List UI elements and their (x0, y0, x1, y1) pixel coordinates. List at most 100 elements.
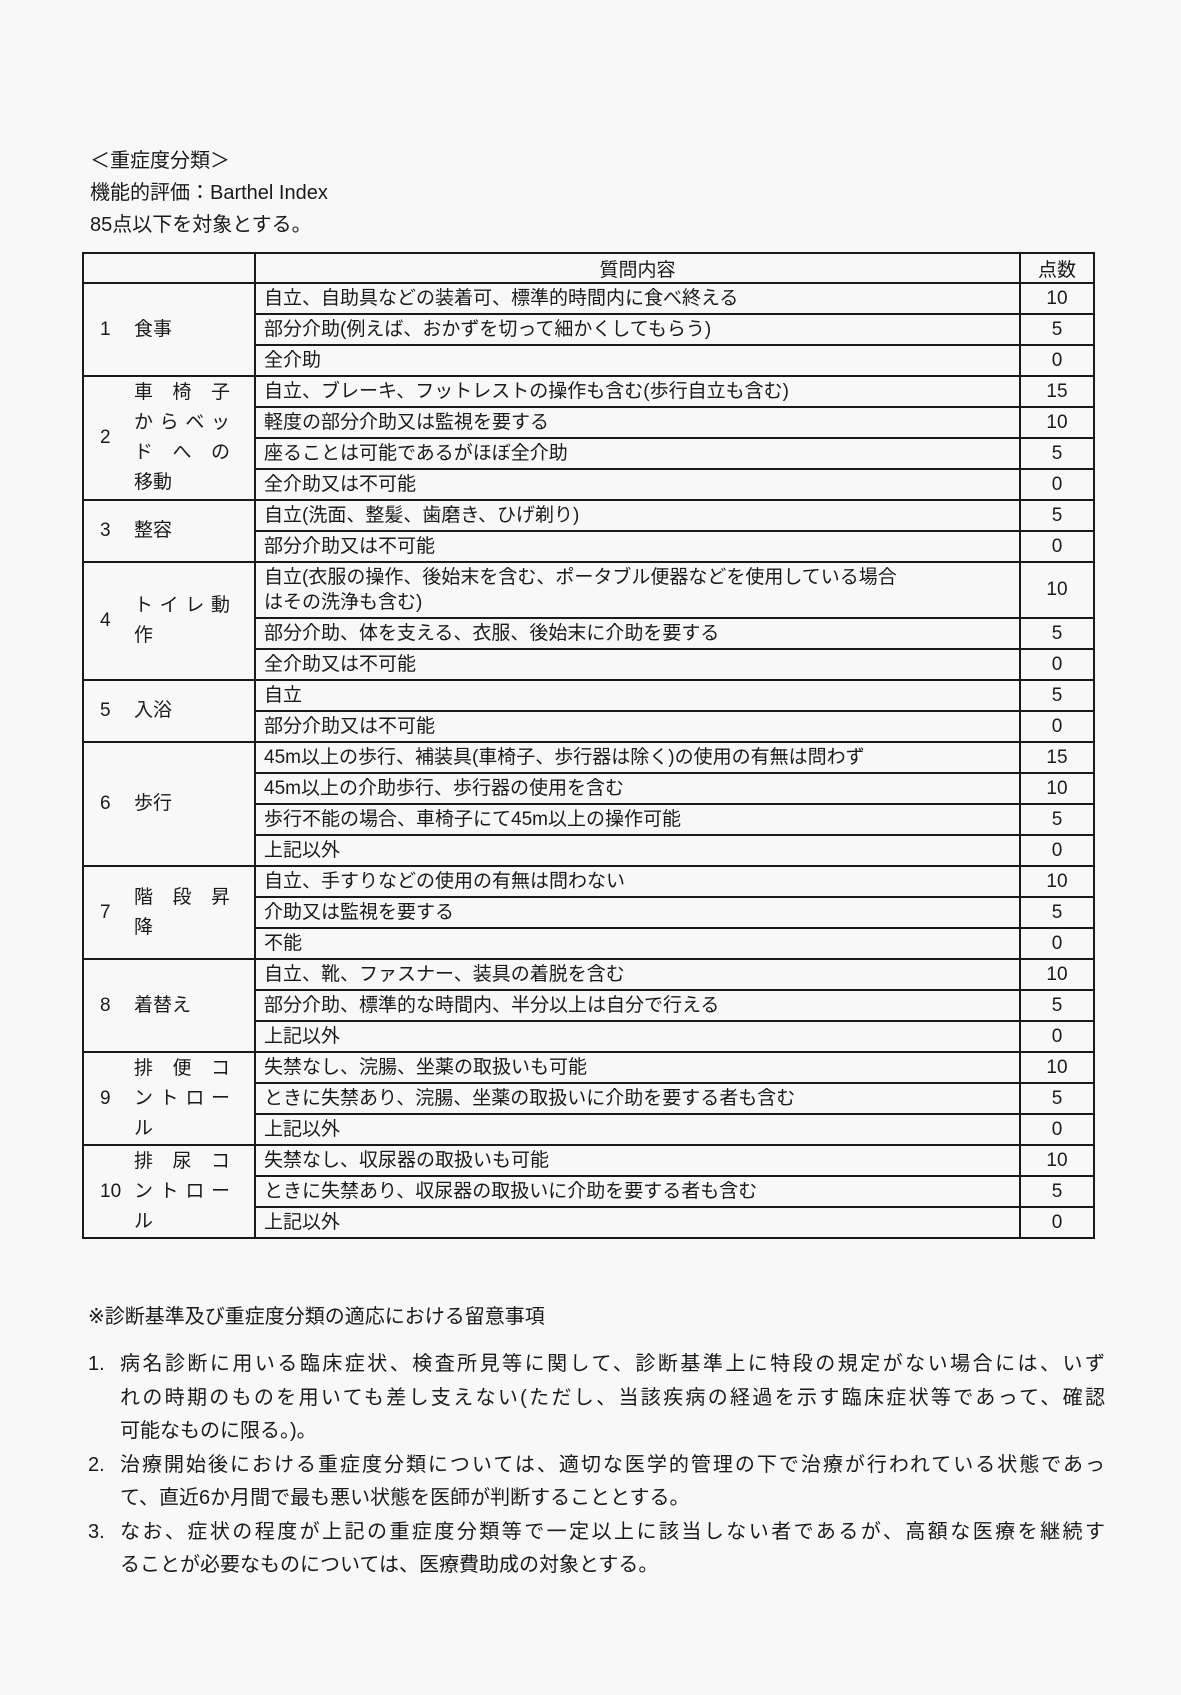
category-line: 食事 (134, 318, 173, 340)
criterion-text: 失禁なし、浣腸、坐薬の取扱いも可能 (254, 1051, 1021, 1084)
table-row: 部分介助、体を支える、衣服、後始末に介助を要する 5 (83, 617, 1095, 650)
category-line: 整容 (134, 520, 173, 541)
item-cell: 2 車椅子 からベッ ドへの 移動 (82, 375, 256, 501)
table-row: 7 階段昇降自立、手すりなどの使用の有無は問わない 10 (82, 865, 1095, 960)
item-cell: 7 階段昇降 (82, 865, 256, 960)
table-row: 4 トイレ動作自立(衣服の操作、後始末を含む、ポータブル便器などを使用している場合… (82, 561, 1095, 681)
note-line: ることが必要なものについては、医療費助成の対象とする。 (120, 1554, 659, 1576)
points-value: 5 (1019, 499, 1095, 532)
item-cell: 5 入浴 (82, 679, 256, 743)
table-body: 1 食事 自立、自助具などの装着可、標準的時間内に食べ終える 10 部分介助(例えば、お… (82, 282, 1095, 1239)
note-line: 治療開始後における重症度分類については、適切な医学的管理の下で治療が行われている… (120, 1453, 1105, 1476)
note-item: 2. 治療開始後における重症度分類については、適切な医学的管理の下で治療が行われて… (88, 1449, 1181, 1516)
criterion-text: 介助又は監視を要する (254, 896, 1021, 929)
table-row: 歩行不能の場合、車椅子にて45m以上の操作可能 5 (83, 803, 1095, 836)
item-category: 排尿コ ントロール (134, 1147, 230, 1237)
table-row: 部分介助又は不可能 0 (83, 710, 1095, 743)
item-number: 9 (100, 1087, 111, 1109)
item-category: 食事 (134, 315, 230, 345)
points-column-header: 点数 (1019, 252, 1095, 284)
note-line: て、直近6か月間で最も悪い状態を医師が判断することとする。 (120, 1487, 690, 1509)
table-row: 部分介助又は不可能 0 (83, 530, 1095, 563)
criterion-text: 上記以外 (254, 834, 1021, 867)
table-row: 部分介助(例えば、おかずを切って細かくしてもらう) 5 (83, 313, 1095, 346)
item-cell-content: 9 排便コ ントロール (84, 1054, 254, 1144)
points-value: 10 (1019, 1144, 1095, 1177)
barthel-index-table: 質問内容 点数 1 食事 自立、自助具などの装着可、標準的時間内に食べ終える 10 部分… (82, 252, 1095, 1239)
points-value: 0 (1019, 1206, 1095, 1239)
table-row: 部分介助、標準的な時間内、半分以上は自分で行える 5 (83, 989, 1095, 1022)
criterion-text: 自立、靴、ファスナー、装具の着脱を含む (254, 958, 1021, 991)
points-value: 15 (1019, 375, 1095, 408)
table-row: 5 入浴 自立 5 (82, 679, 1095, 743)
note-text: 治療開始後における重症度分類については、適切な医学的管理の下で治療が行われている… (120, 1449, 1105, 1516)
criterion-text: 不能 (254, 927, 1021, 960)
category-line: 歩行 (134, 793, 173, 814)
points-value: 0 (1019, 344, 1095, 377)
notes-section: ※診断基準及び重症度分類の適応における留意事項 1. 病名診断に用いる臨床症状、検… (88, 1301, 1181, 1583)
criterion-text: 自立、ブレーキ、フットレストの操作も含む(歩行自立も含む) (254, 375, 1021, 408)
category-line: 階段昇 (134, 886, 230, 908)
criterion-text: 自立(衣服の操作、後始末を含む、ポータブル便器などを使用している場合 はその洗浄… (254, 561, 1021, 619)
criterion-text: 部分介助、体を支える、衣服、後始末に介助を要する (254, 617, 1021, 650)
points-value: 5 (1019, 896, 1095, 929)
table-row: 9 排便コ ントロール失禁なし、浣腸、坐薬の取扱いも可能 10 (82, 1051, 1095, 1146)
points-value: 0 (1019, 648, 1095, 681)
category-line: 作 (134, 625, 154, 646)
criterion-text: 自立、自助具などの装着可、標準的時間内に食べ終える (254, 282, 1021, 315)
points-value: 0 (1019, 468, 1095, 501)
document-page: ＜重症度分類＞ 機能的評価：Barthel Index 85点以下を対象とする。… (0, 145, 1181, 1695)
table-row: 上記以外 0 (83, 834, 1095, 867)
table-row: 上記以外 0 (83, 1020, 1095, 1053)
item-number: 1 (100, 318, 111, 340)
points-value: 5 (1019, 989, 1095, 1022)
note-item: 1. 病名診断に用いる臨床症状、検査所見等に関して、診断基準上に特段の規定がない場… (88, 1348, 1181, 1449)
notes-list: 1. 病名診断に用いる臨床症状、検査所見等に関して、診断基準上に特段の規定がない場… (88, 1348, 1181, 1583)
table-row: 10 排尿コ ントロール失禁なし、収尿器の取扱いも可能 10 (82, 1144, 1095, 1239)
table-row: ときに失禁あり、収尿器の取扱いに介助を要する者も含む 5 (83, 1175, 1095, 1208)
table-row: 2 車椅子 からベッ ドへの 移動 自立、ブレーキ、フットレストの操作も含む(歩行自立も含… (82, 375, 1095, 501)
note-number: 2. (88, 1453, 105, 1476)
item-number: 7 (100, 901, 111, 923)
item-cell: 6 歩行 (82, 741, 256, 867)
item-number: 3 (100, 520, 111, 541)
item-cell: 10 排尿コ ントロール (82, 1144, 256, 1239)
category-line: 入浴 (134, 700, 173, 721)
item-number: 2 (100, 427, 111, 448)
item-number: 10 (100, 1180, 122, 1202)
document-header: ＜重症度分類＞ 機能的評価：Barthel Index 85点以下を対象とする。 (90, 145, 1181, 241)
item-category: 歩行 (134, 789, 230, 819)
points-value: 10 (1019, 772, 1095, 805)
item-category: 整容 (134, 516, 230, 546)
points-value: 5 (1019, 679, 1095, 712)
note-line: 病名診断に用いる臨床症状、検査所見等に関して、診断基準上に特段の規定がない場合に… (120, 1353, 1105, 1375)
item-number: 8 (100, 994, 111, 1016)
item-category: 車椅子 からベッ ドへの 移動 (134, 378, 230, 498)
item-cell: 3 整容 (82, 499, 256, 563)
category-line: からベッ (134, 412, 230, 433)
points-value: 0 (1019, 1020, 1095, 1053)
item-cell: 1 食事 (82, 282, 256, 377)
criterion-text: 部分介助又は不可能 (254, 530, 1021, 563)
table-row: ときに失禁あり、浣腸、坐薬の取扱いに介助を要する者も含む 5 (83, 1082, 1095, 1115)
item-cell-content: 5 入浴 (84, 696, 254, 726)
note-number: 3. (88, 1520, 105, 1543)
category-line: ントロー (134, 1180, 230, 1202)
criterion-text: 上記以外 (254, 1020, 1021, 1053)
criterion-text: 部分介助又は不可能 (254, 710, 1021, 743)
criterion-text: 全介助又は不可能 (254, 648, 1021, 681)
category-line: ル (134, 1117, 154, 1139)
criterion-text: 上記以外 (254, 1113, 1021, 1146)
item-number: 6 (100, 793, 111, 814)
table-row: 45m以上の介助歩行、歩行器の使用を含む 10 (83, 772, 1095, 805)
table-row: 座ることは可能であるがほぼ全介助 5 (83, 437, 1095, 470)
item-cell-content: 10 排尿コ ントロール (84, 1147, 254, 1237)
question-column-header: 質問内容 (254, 252, 1021, 284)
points-value: 0 (1019, 834, 1095, 867)
functional-evaluation-subtitle: 機能的評価：Barthel Index (90, 182, 328, 204)
points-value: 5 (1019, 1175, 1095, 1208)
criterion-text: 部分介助、標準的な時間内、半分以上は自分で行える (254, 989, 1021, 1022)
criterion-text: 全介助 (254, 344, 1021, 377)
criterion-text: ときに失禁あり、収尿器の取扱いに介助を要する者も含む (254, 1175, 1021, 1208)
points-value: 10 (1019, 865, 1095, 898)
